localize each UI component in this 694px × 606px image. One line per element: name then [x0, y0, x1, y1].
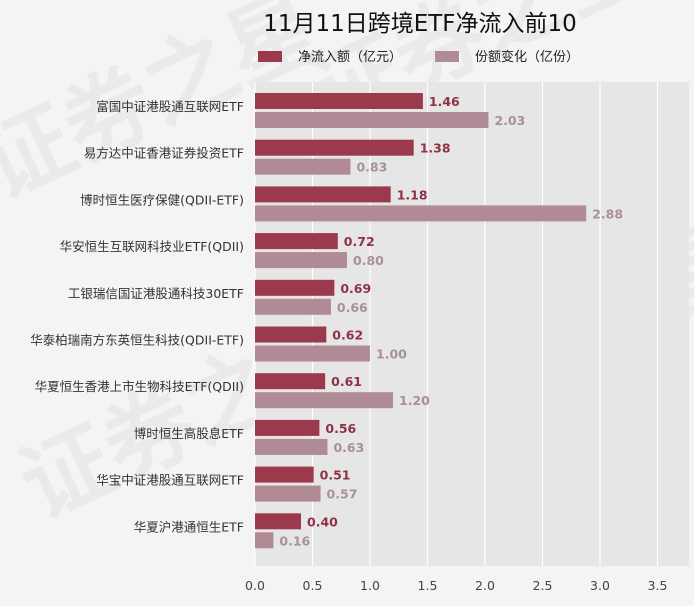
x-tick-label: 1.0: [360, 578, 380, 593]
category-label: 华夏沪港通恒生ETF: [134, 519, 244, 534]
bar-value-label: 2.03: [494, 113, 525, 128]
bar-value-label: 0.51: [320, 468, 351, 483]
bar-share-change: [255, 485, 321, 502]
x-tick-label: 2.0: [475, 578, 495, 593]
bar-value-label: 1.00: [376, 347, 407, 362]
category-label: 博时恒生高股息ETF: [134, 426, 244, 441]
bars: 1.46 2.03 1.38 0.83 1.18 2.88 0.72 0.80 0.69 0.66…: [255, 93, 623, 549]
bar-share-change: [255, 298, 331, 315]
bar-net-inflow: [255, 186, 391, 203]
legend-swatch: [435, 51, 459, 62]
bar-value-label: 0.69: [340, 281, 371, 296]
bar-share-change: [255, 392, 393, 409]
bar-value-label: 0.16: [279, 533, 310, 548]
bar-value-label: 0.72: [344, 234, 375, 249]
bar-value-label: 0.80: [353, 253, 384, 268]
bar-share-change: [255, 158, 351, 175]
chart-title: 11月11日跨境ETF净流入前10: [263, 11, 577, 37]
x-tick-labels: 0.0 0.5 1.0 1.5 2.0 2.5 3.0 3.5: [245, 578, 667, 593]
bar-share-change: [255, 252, 347, 269]
category-label: 华安恒生互联网科技业ETF(QDII): [60, 239, 244, 254]
bar-value-label: 0.40: [307, 514, 338, 529]
bar-share-change: [255, 112, 489, 128]
bar-net-inflow: [255, 326, 327, 343]
category-label: 易方达中证香港证券投资ETF: [84, 146, 244, 161]
bar-value-label: 0.57: [327, 487, 358, 502]
x-tick-label: 0.5: [303, 578, 323, 593]
bar-share-change: [255, 438, 328, 455]
bar-value-label: 1.46: [429, 94, 460, 109]
category-label: 富国中证港股通互联网ETF: [96, 99, 244, 114]
bar-net-inflow: [255, 466, 314, 483]
bar-share-change: [255, 345, 370, 362]
bar-net-inflow: [255, 513, 301, 530]
bar-value-label: 0.61: [331, 374, 362, 389]
category-labels: 富国中证港股通互联网ETF 易方达中证香港证券投资ETF 博时恒生医疗保健(QDII…: [30, 99, 244, 534]
bar-value-label: 0.56: [325, 421, 356, 436]
bar-share-change: [255, 532, 274, 549]
bar-value-label: 1.38: [420, 141, 451, 156]
category-label: 华夏恒生香港上市生物科技ETF(QDII): [35, 379, 244, 394]
bar-value-label: 0.63: [333, 440, 364, 455]
category-label: 工银瑞信国证港股通科技30ETF: [68, 286, 244, 301]
bar-value-label: 0.66: [337, 300, 368, 315]
bar-net-inflow: [255, 373, 326, 390]
bar-value-label: 1.18: [397, 187, 428, 202]
x-tick-label: 3.0: [590, 578, 610, 593]
bar-value-label: 1.20: [399, 393, 430, 408]
x-tick-label: 3.5: [648, 578, 668, 593]
bar-net-inflow: [255, 419, 320, 436]
bar-net-inflow: [255, 233, 338, 250]
bar-share-change: [255, 205, 587, 222]
x-tick-label: 2.5: [533, 578, 553, 593]
x-tick-label: 1.5: [418, 578, 438, 593]
legend-label: 份额变化（亿份）: [475, 49, 579, 65]
bar-value-label: 0.83: [356, 160, 387, 175]
category-label: 华泰柏瑞南方东英恒生科技(QDII-ETF): [30, 333, 244, 348]
category-label: 博时恒生医疗保健(QDII-ETF): [80, 192, 244, 207]
bar-net-inflow: [255, 279, 335, 296]
bar-value-label: 0.62: [332, 328, 363, 343]
bar-net-inflow: [255, 93, 423, 109]
legend-label: 净流入额（亿元）: [298, 50, 402, 65]
bar-net-inflow: [255, 139, 414, 156]
legend-swatch: [258, 51, 282, 62]
bar-value-label: 2.88: [592, 206, 623, 221]
category-label: 华宝中证港股通互联网ETF: [96, 473, 244, 488]
x-tick-label: 0.0: [245, 578, 265, 593]
legend: 净流入额（亿元） 份额变化（亿份）: [258, 49, 579, 65]
